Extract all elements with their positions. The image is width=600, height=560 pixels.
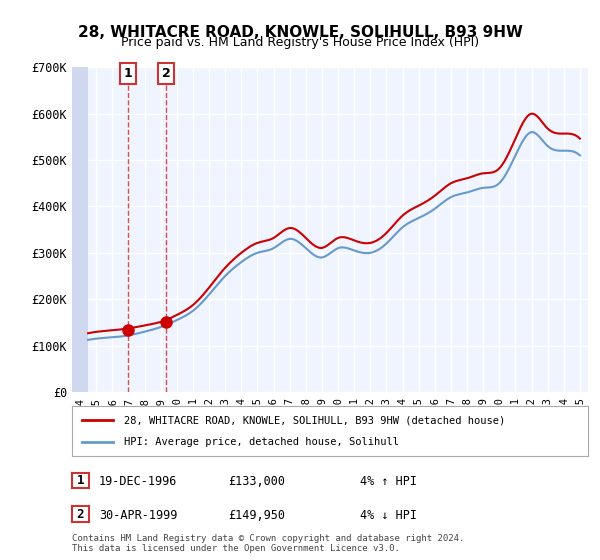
Bar bbox=[72, 67, 88, 392]
Text: HPI: Average price, detached house, Solihull: HPI: Average price, detached house, Soli… bbox=[124, 437, 398, 447]
Text: 4% ↓ HPI: 4% ↓ HPI bbox=[360, 508, 417, 522]
Text: 19-DEC-1996: 19-DEC-1996 bbox=[99, 475, 178, 488]
Text: 2: 2 bbox=[77, 507, 84, 521]
Text: 28, WHITACRE ROAD, KNOWLE, SOLIHULL, B93 9HW (detached house): 28, WHITACRE ROAD, KNOWLE, SOLIHULL, B93… bbox=[124, 415, 505, 425]
Text: 1: 1 bbox=[77, 474, 84, 487]
Text: 1: 1 bbox=[124, 67, 132, 80]
Text: 4% ↑ HPI: 4% ↑ HPI bbox=[360, 475, 417, 488]
Text: 28, WHITACRE ROAD, KNOWLE, SOLIHULL, B93 9HW: 28, WHITACRE ROAD, KNOWLE, SOLIHULL, B93… bbox=[77, 25, 523, 40]
Text: £149,950: £149,950 bbox=[228, 508, 285, 522]
Text: Price paid vs. HM Land Registry's House Price Index (HPI): Price paid vs. HM Land Registry's House … bbox=[121, 36, 479, 49]
Text: Contains HM Land Registry data © Crown copyright and database right 2024.
This d: Contains HM Land Registry data © Crown c… bbox=[72, 534, 464, 553]
Text: 2: 2 bbox=[161, 67, 170, 80]
Text: 30-APR-1999: 30-APR-1999 bbox=[99, 508, 178, 522]
Text: £133,000: £133,000 bbox=[228, 475, 285, 488]
